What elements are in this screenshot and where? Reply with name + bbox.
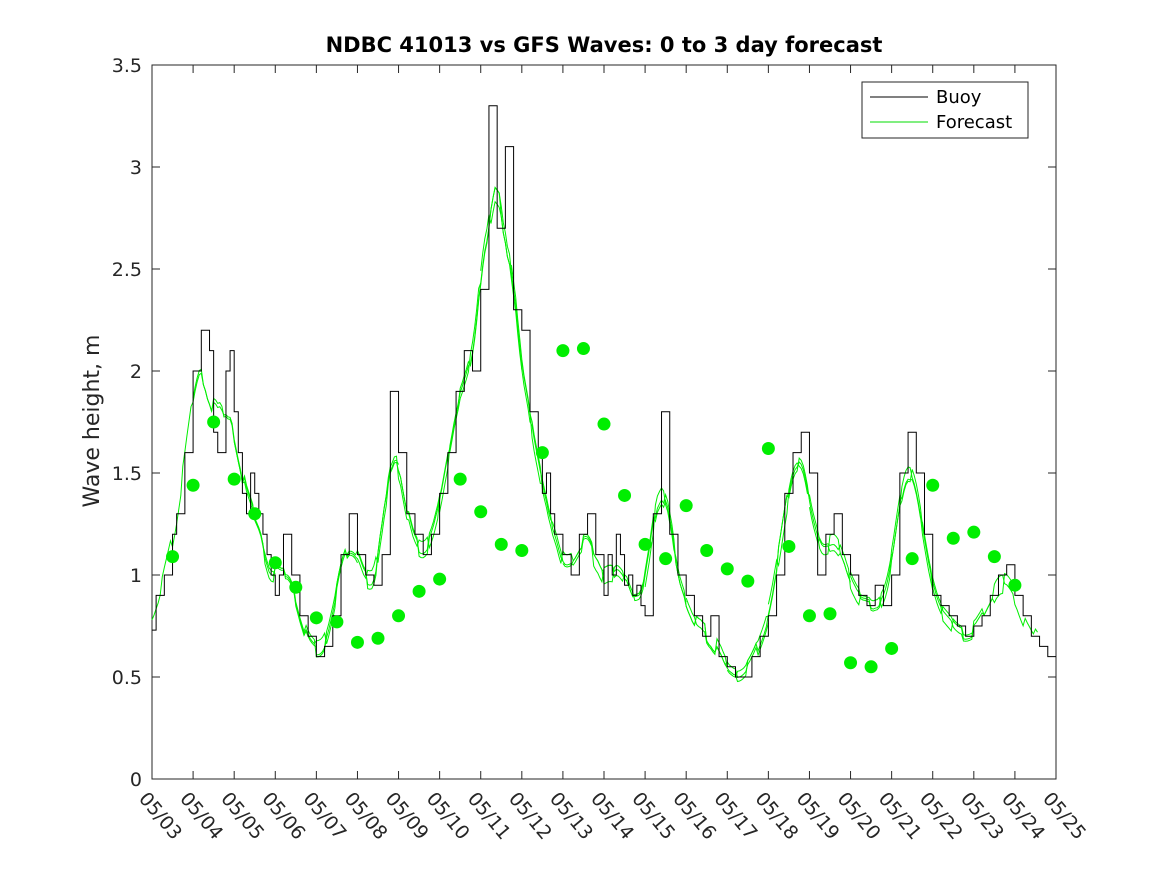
forecast-marker — [844, 656, 858, 670]
plot-area — [151, 64, 1057, 780]
y-tick-label: 3 — [130, 157, 142, 179]
forecast-marker — [535, 446, 549, 460]
forecast-marker — [494, 537, 508, 551]
forecast-marker — [905, 552, 919, 566]
forecast-marker — [289, 580, 303, 594]
forecast-marker — [207, 415, 221, 429]
forecast-marker — [597, 417, 611, 431]
y-tick-label: 0.5 — [112, 667, 142, 689]
forecast-marker — [392, 609, 406, 623]
y-axis: 0 0.5 1 1.5 2 2.5 3 3.5 — [112, 55, 1056, 791]
forecast-marker — [350, 635, 364, 649]
forecast-line — [891, 469, 1016, 640]
forecast-marker — [248, 507, 262, 521]
forecast-marker — [885, 641, 899, 655]
forecast-marker — [186, 478, 200, 492]
forecast-marker — [700, 544, 714, 558]
y-tick-label: 1 — [130, 565, 142, 587]
y-tick-label: 1.5 — [112, 463, 142, 485]
forecast-marker — [720, 562, 734, 576]
buoy-series — [152, 105, 1056, 678]
forecast-line — [850, 478, 975, 636]
forecast-marker — [659, 552, 673, 566]
legend-buoy-label: Buoy — [936, 87, 982, 108]
forecast-marker — [1008, 578, 1022, 592]
forecast-marker — [474, 505, 488, 519]
forecast-line — [932, 574, 1038, 642]
y-tick-label: 0 — [130, 769, 142, 791]
forecast-marker — [926, 478, 940, 492]
forecast-marker — [679, 499, 693, 513]
forecast-marker — [946, 531, 960, 545]
forecast-marker — [761, 442, 775, 456]
legend: Buoy Forecast — [861, 81, 1029, 139]
legend-box — [861, 81, 1029, 139]
forecast-line — [809, 466, 934, 609]
forecast-marker — [741, 574, 755, 588]
y-tick-label: 2.5 — [112, 259, 142, 281]
forecast-marker — [576, 342, 590, 356]
forecast-marker — [515, 544, 529, 558]
chart-title: NDBC 41013 vs GFS Waves: 0 to 3 day fore… — [326, 33, 883, 57]
forecast-marker — [330, 615, 344, 629]
legend-forecast-label: Forecast — [936, 112, 1012, 133]
forecast-marker — [782, 539, 796, 553]
y-tick-label: 3.5 — [112, 55, 142, 77]
forecast-markers — [166, 342, 1022, 674]
forecast-marker — [268, 556, 282, 570]
forecast-marker — [864, 660, 878, 674]
forecast-marker — [433, 572, 447, 586]
forecast-marker — [412, 584, 426, 598]
forecast-line — [726, 456, 851, 678]
forecast-marker — [823, 607, 837, 621]
y-tick-label: 2 — [130, 361, 142, 383]
forecast-marker — [371, 631, 385, 645]
forecast-marker — [987, 550, 1001, 564]
forecast-marker — [309, 611, 323, 625]
forecast-marker — [967, 525, 981, 539]
forecast-line — [357, 282, 482, 586]
forecast-series — [151, 186, 1038, 683]
buoy-line — [152, 105, 1056, 678]
forecast-marker — [618, 488, 632, 502]
y-axis-label: Wave height, m — [80, 335, 105, 508]
forecast-marker — [166, 550, 180, 564]
forecast-marker — [453, 472, 467, 486]
forecast-marker — [802, 609, 816, 623]
forecast-marker — [556, 344, 570, 358]
forecast-marker — [227, 472, 241, 486]
forecast-marker — [638, 537, 652, 551]
